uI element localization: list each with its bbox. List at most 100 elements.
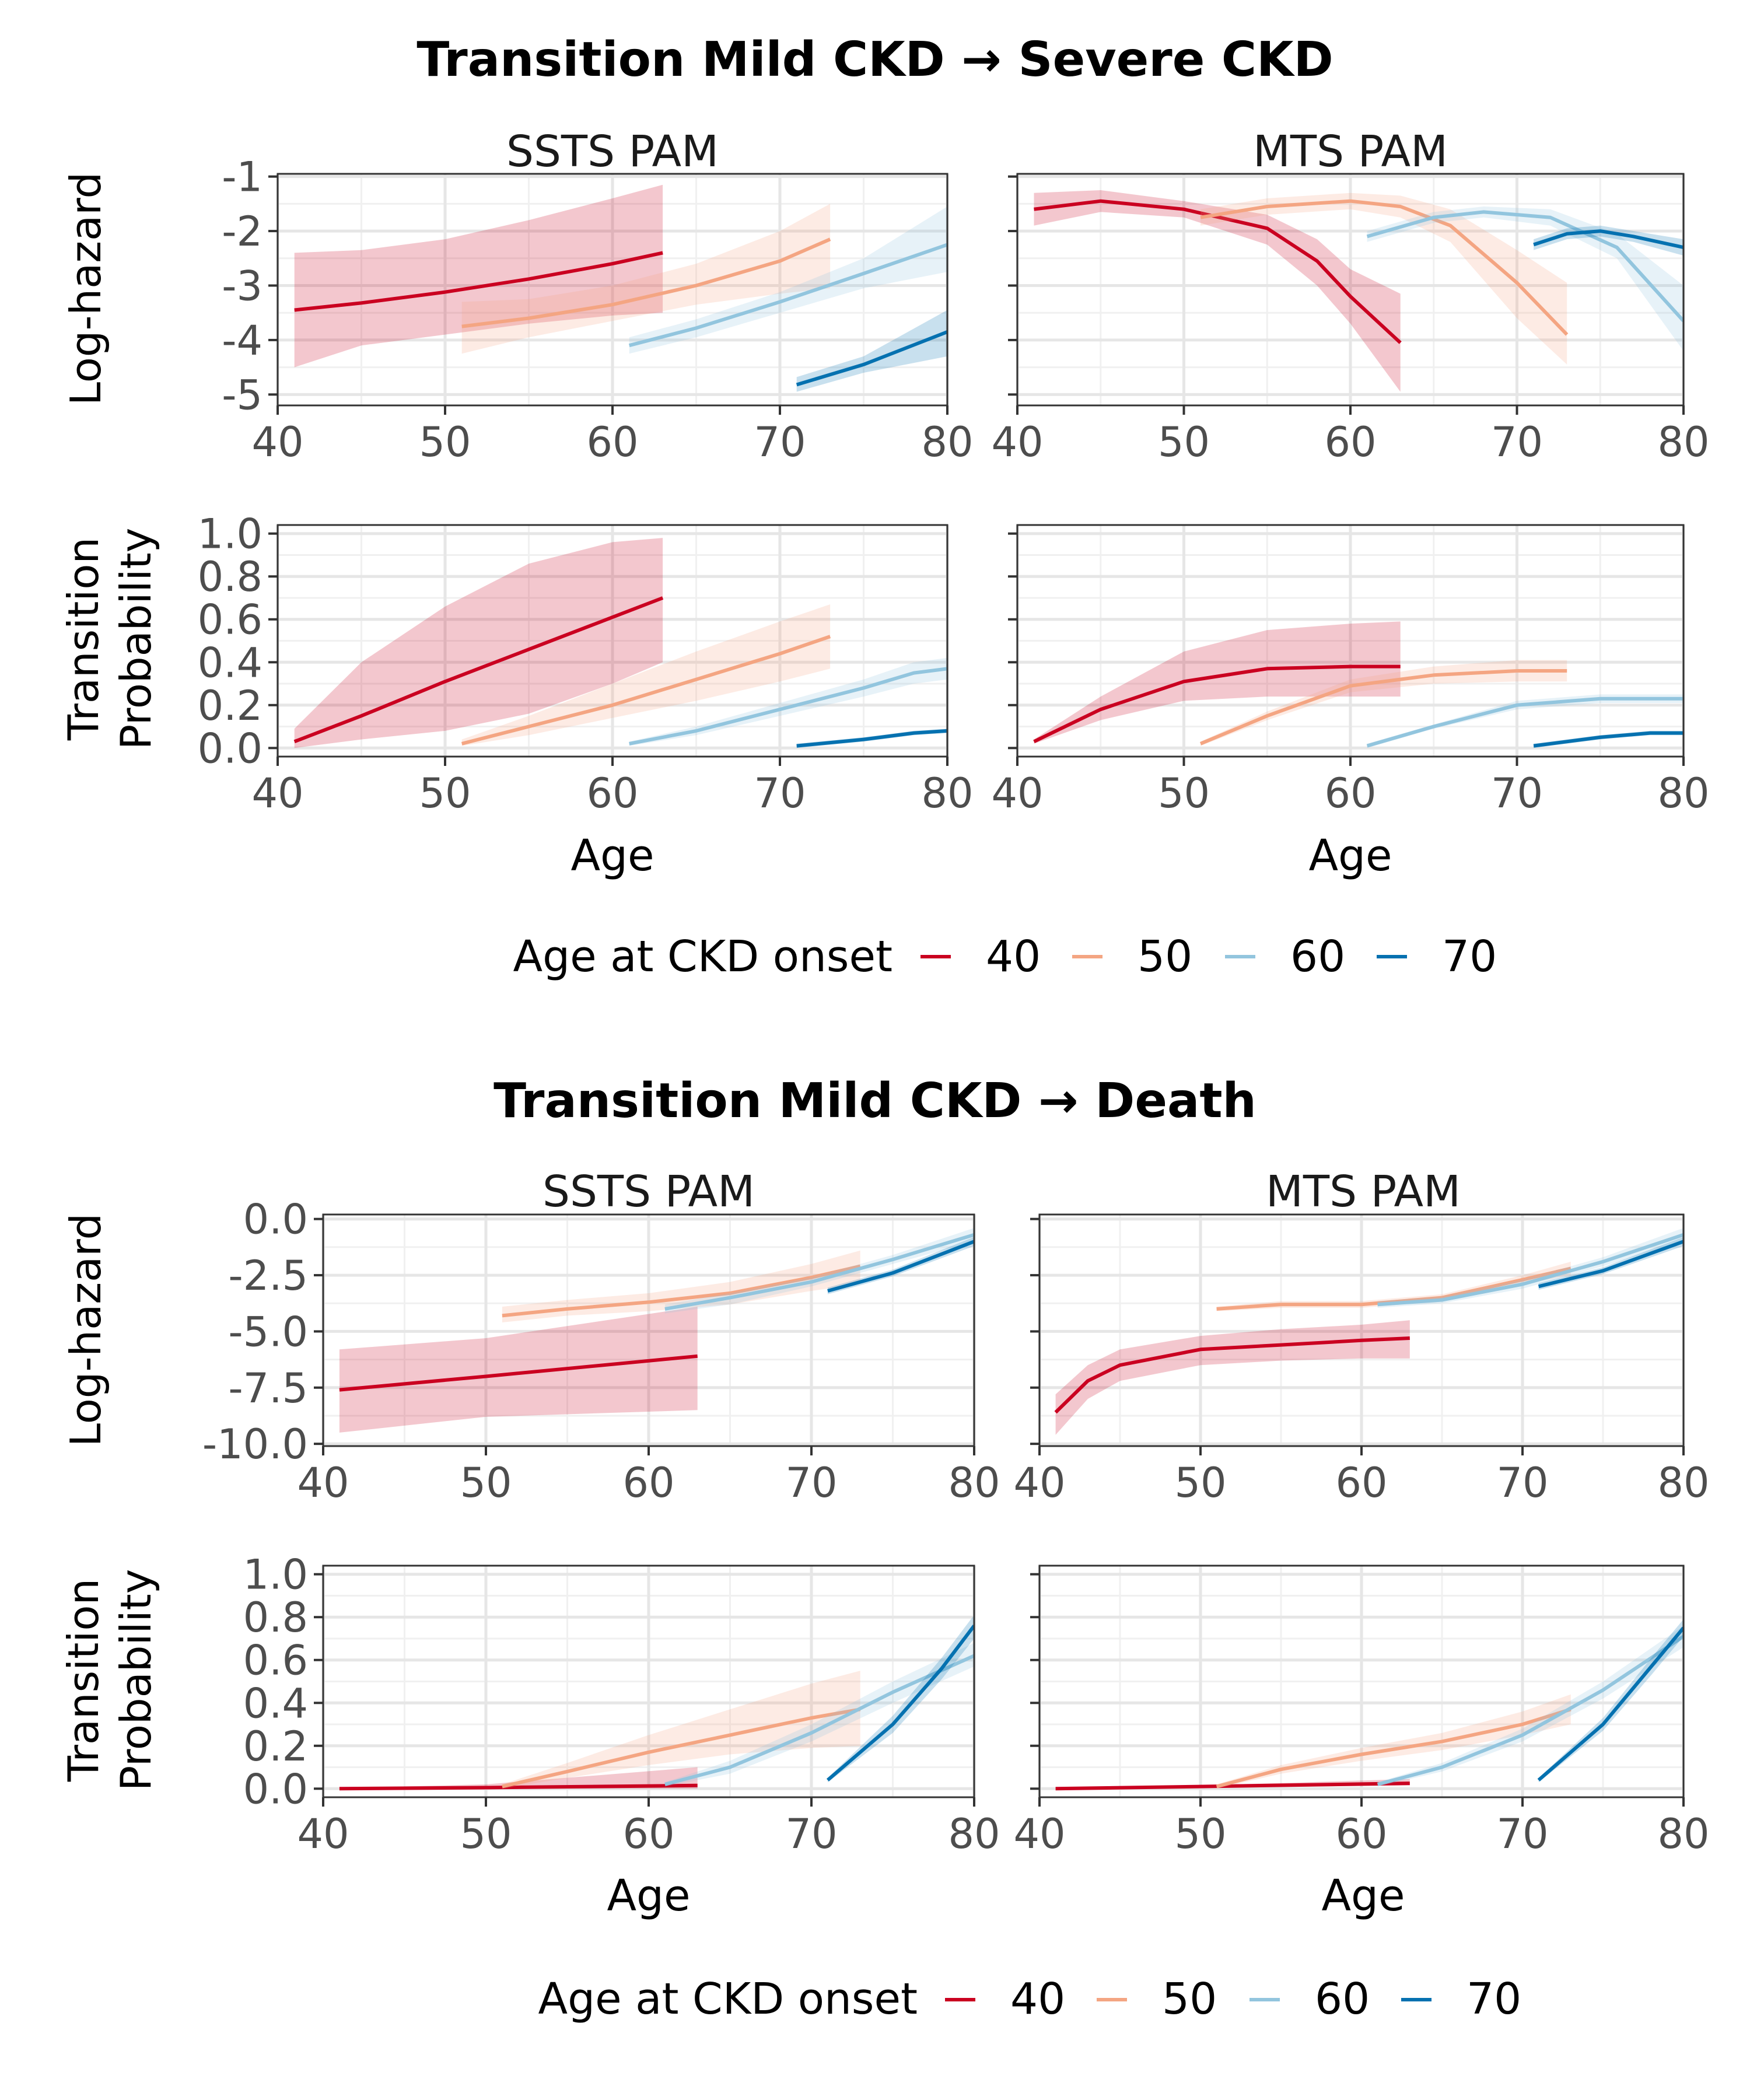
series-line-40 (339, 1354, 698, 1392)
x-tick-label: 80 (948, 1810, 1000, 1858)
y-tick-label: -4 (222, 317, 262, 365)
series-group (293, 538, 947, 748)
legend-label-50: 50 (1162, 1974, 1217, 2024)
x-tick-label: 60 (622, 1459, 674, 1507)
x-tick-label: 40 (251, 418, 303, 466)
x-tick-label: 50 (1174, 1810, 1226, 1858)
x-tick-label: 70 (1496, 1810, 1548, 1858)
series-line-40 (339, 1783, 698, 1791)
ci-band-70 (1534, 730, 1684, 748)
y-tick-label: 0.4 (198, 639, 262, 687)
x-tick-label: 60 (1324, 769, 1376, 817)
series-line-60 (664, 1654, 974, 1786)
x-tick-label: 60 (1335, 1810, 1387, 1858)
ci-band-40 (1034, 621, 1401, 744)
panel-severe-prob-ssts: 0.00.20.40.60.81.0 40 50 60 70 80 (198, 510, 974, 817)
series-line-50 (502, 1264, 861, 1318)
ci-band-40 (294, 184, 663, 368)
legend-label-40: 40 (1010, 1974, 1065, 2024)
ci-band-60 (664, 1643, 974, 1787)
y-tick-label: 0.6 (243, 1637, 308, 1685)
xlabel-age-top-left: Age (570, 831, 654, 881)
strip-label-ssts-top: SSTS PAM (506, 127, 719, 177)
y-tick-label: -2.5 (228, 1252, 308, 1300)
x-tick-label: 50 (1158, 769, 1210, 817)
y-tick-label: -3 (222, 262, 262, 310)
x-tick-label: 80 (1657, 769, 1709, 817)
legend-label-40: 40 (986, 932, 1041, 982)
series-line-40 (1055, 1782, 1410, 1791)
x-tick-label: 60 (622, 1810, 674, 1858)
ci-band-40 (1034, 190, 1401, 392)
x-tick-label: 60 (1335, 1459, 1387, 1507)
series-line-70 (796, 729, 947, 748)
ci-band-50 (502, 1671, 860, 1789)
series-line-50 (461, 237, 831, 328)
ci-band-50 (461, 204, 831, 354)
strip-label-ssts-bottom: SSTS PAM (542, 1167, 755, 1217)
series-group (294, 184, 947, 392)
ylabel-prob-top-line1: Transition (59, 537, 108, 741)
figure-title-death: Transition Mild CKD → Death (494, 1073, 1256, 1129)
y-tick-label: 0.6 (198, 596, 262, 644)
legend-label-50: 50 (1138, 932, 1192, 982)
y-tick-label: 0.0 (198, 724, 262, 772)
x-tick-label: 40 (1013, 1810, 1065, 1858)
x-tick-label: 40 (297, 1459, 349, 1507)
ci-band-40 (1055, 1320, 1410, 1435)
series-line-50 (502, 1707, 861, 1788)
series-line-40 (1033, 664, 1401, 744)
ci-band-40 (339, 1307, 698, 1433)
ylabel-loghazard-bottom: Log-hazard (61, 1213, 110, 1447)
legend-label-70: 70 (1442, 932, 1497, 982)
x-tick-label: 40 (991, 418, 1043, 466)
ci-band-50 (461, 604, 831, 746)
legend-title: Age at CKD onset (538, 1974, 918, 2024)
y-tick-label: 0.8 (198, 553, 262, 601)
y-tick-label: 1.0 (243, 1551, 308, 1599)
ci-band-60 (1377, 1228, 1684, 1308)
y-tick-label: -10.0 (202, 1420, 308, 1468)
y-tick-label: -2 (222, 208, 262, 256)
series-line-50 (1200, 199, 1569, 336)
legend-label-60: 60 (1290, 932, 1345, 982)
y-tick-label: 0.4 (243, 1679, 308, 1727)
series-line-40 (294, 251, 663, 312)
series-group (339, 1228, 974, 1433)
x-tick-label: 80 (1657, 1459, 1709, 1507)
x-tick-label: 50 (419, 769, 471, 817)
panel-severe-loghazard-ssts: -5 -4 -3 -2 -1 40 50 60 70 80 (222, 153, 973, 466)
x-tick-label: 70 (754, 769, 806, 817)
series-line-60 (1366, 696, 1684, 748)
x-tick-label: 80 (921, 418, 973, 466)
x-tick-label: 50 (460, 1459, 512, 1507)
x-tick-label: 50 (419, 418, 471, 466)
legend-top: Age at CKD onset 40 50 60 70 (513, 932, 1497, 982)
series-line-60 (628, 243, 947, 348)
series-line-70 (1533, 731, 1684, 748)
series-line-60 (1366, 210, 1684, 323)
x-tick-label: 80 (948, 1459, 1000, 1507)
x-tick-label: 40 (991, 769, 1043, 817)
y-tick-label: -5 (222, 371, 262, 419)
x-tick-label: 50 (1158, 418, 1210, 466)
panel-death-loghazard-ssts: -10.0 -7.5 -5.0 -2.5 0.0 40 50 60 70 80 (202, 1196, 1000, 1507)
x-tick-label: 60 (586, 418, 638, 466)
x-tick-label: 50 (460, 1810, 512, 1858)
y-tick-label: -1 (222, 153, 262, 201)
x-tick-label: 60 (1324, 418, 1376, 466)
ci-band-40 (339, 1767, 698, 1789)
series-line-60 (629, 667, 947, 746)
series-group (1054, 1228, 1684, 1435)
ci-band-50 (502, 1250, 860, 1322)
y-tick-label: 0.2 (243, 1723, 308, 1770)
legend-title: Age at CKD onset (513, 932, 893, 982)
x-tick-label: 70 (785, 1459, 837, 1507)
ylabel-loghazard-top: Log-hazard (61, 172, 110, 405)
strip-label-mts-top: MTS PAM (1253, 127, 1448, 177)
ci-band-50 (1200, 660, 1567, 746)
x-tick-label: 50 (1174, 1459, 1226, 1507)
series-group (1034, 190, 1684, 392)
series-line-60 (664, 1233, 974, 1311)
